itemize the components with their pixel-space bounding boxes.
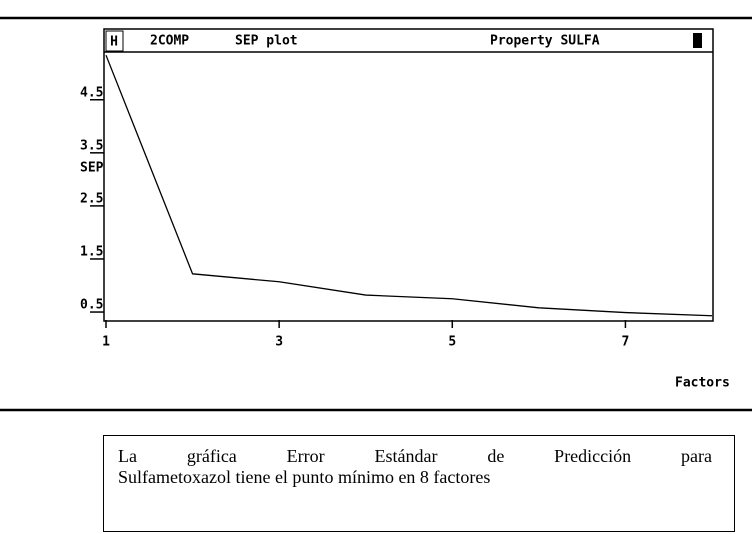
chart: H 2COMP SEP plot Property SULFA SEP Fact…: [0, 16, 752, 412]
x-tick-label: 3: [275, 335, 283, 350]
y-axis-label: SEP: [80, 161, 104, 176]
property-label: Property SULFA: [490, 34, 600, 49]
window: [103, 28, 714, 322]
y-tick-label: 0.5: [80, 298, 103, 313]
y-tick-label: 3.5: [80, 138, 103, 153]
y-tick-label: 4.5: [80, 85, 103, 100]
x-tick-label: 1: [102, 335, 110, 350]
caption-line: Sulfametoxazol tiene el punto mínimo en …: [118, 467, 491, 487]
x-tick-label: 5: [448, 335, 456, 350]
x-axis-label: Factors: [675, 376, 730, 391]
y-tick-label: 2.5: [80, 191, 103, 206]
button-label: H: [110, 35, 118, 50]
line: [105, 54, 713, 317]
x-tick-label: 7: [622, 335, 630, 350]
program-label: 2COMP: [150, 34, 189, 49]
y-tick-label: 1.5: [80, 244, 103, 259]
caption: La gráfica Error Estándar de Predicción …: [103, 435, 735, 532]
window-button: [105, 30, 124, 52]
window-control: [693, 33, 702, 48]
chart-title: SEP plot: [235, 34, 298, 49]
caption-line: La gráfica Error Estándar de Predicción …: [118, 446, 712, 466]
